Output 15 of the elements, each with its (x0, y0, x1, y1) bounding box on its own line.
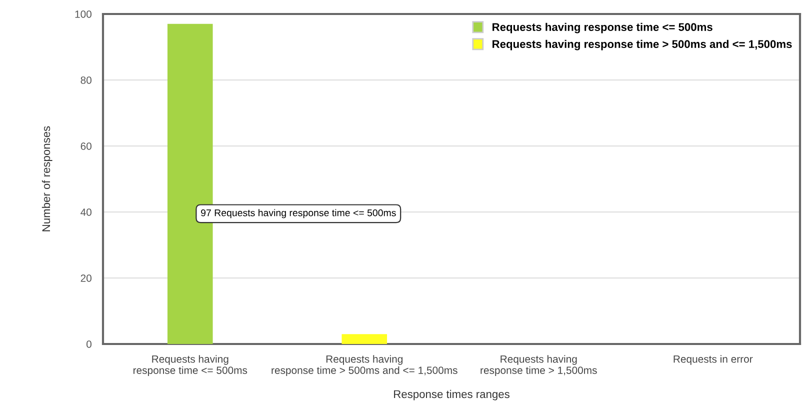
x-tick-label: Requests having response time > 1,500ms (480, 355, 597, 376)
y-tick-label: 40 (80, 208, 92, 216)
y-axis-title: Number of responses (42, 126, 52, 232)
x-tick-label: Requests having response time <= 500ms (133, 355, 248, 376)
y-tick-label: 60 (80, 142, 92, 150)
y-tick-label: 0 (86, 340, 92, 348)
annotation: 97 Requests having response time <= 500ms (201, 209, 396, 218)
y-tick-label: 20 (80, 274, 92, 282)
y-tick-label: 100 (75, 10, 92, 18)
x-axis-title: Response times ranges (394, 390, 510, 400)
y-tick-label: 80 (80, 76, 92, 84)
legend-label: Requests having response time > 500ms and <= 1,500ms (492, 40, 792, 50)
x-tick-label: Requests having response time > 500ms and <= 1,500ms (272, 355, 458, 376)
x-tick-label: Requests in error (674, 355, 753, 365)
legend-label: Requests having response time <= 500ms (492, 22, 712, 34)
